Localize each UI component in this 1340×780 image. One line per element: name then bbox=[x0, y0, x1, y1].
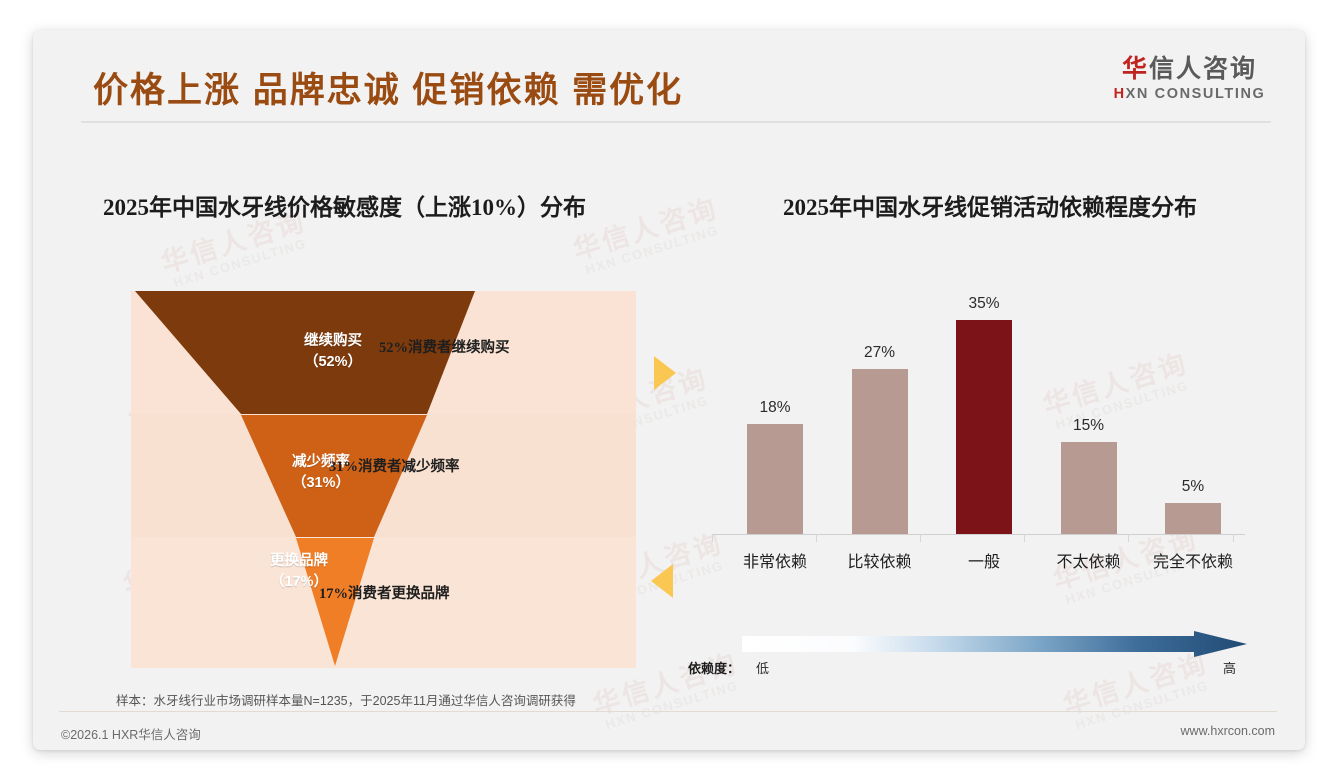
dependency-legend: 依赖度： 低 高 bbox=[688, 622, 1248, 680]
axis-tick bbox=[1128, 534, 1129, 542]
funnel-note: 52%消费者继续购买 bbox=[379, 340, 510, 356]
funnel-segment-1 bbox=[135, 291, 475, 414]
funnel-segment-label: 减少频率 （31%） bbox=[231, 452, 411, 494]
title-divider bbox=[81, 121, 1271, 123]
watermark-en: HXN CONSULTING bbox=[583, 222, 721, 278]
bar-column: 35% bbox=[932, 290, 1036, 534]
bar-chart: 18% 27% 35% 15% 5% bbox=[688, 290, 1248, 572]
funnel-band bbox=[131, 537, 636, 668]
axis-tick bbox=[816, 534, 817, 542]
bar-value-label: 5% bbox=[1181, 478, 1205, 495]
legend-caption: 依赖度： bbox=[688, 661, 741, 676]
left-chart-subtitle: 2025年中国水牙线价格敏感度（上涨10%）分布 bbox=[103, 195, 586, 220]
slide-footer: ©2026.1 HXR华信人咨询 www.hxrcon.com bbox=[33, 712, 1305, 750]
bar-column: 18% bbox=[723, 290, 827, 534]
bar-column: 15% bbox=[1037, 290, 1141, 534]
bar-category-label: 不太依赖 bbox=[1056, 554, 1121, 571]
logo-cn-rest: 信人咨询 bbox=[1149, 55, 1258, 83]
bar-category-label: 比较依赖 bbox=[847, 554, 912, 571]
slide-header: 价格上涨 品牌忠诚 促销依赖 需优化 华信人咨询 HXN CONSULTING bbox=[33, 30, 1305, 122]
bar-category-label: 完全不依赖 bbox=[1152, 554, 1233, 571]
source-note: 样本：水牙线行业市场调研样本量N=1235，于2025年11月通过华信人咨询调研… bbox=[116, 694, 576, 708]
logo-en-rest: XN CONSULTING bbox=[1125, 85, 1266, 102]
legend-low-label: 低 bbox=[756, 661, 770, 676]
funnel-note: 17%消费者更换品牌 bbox=[319, 586, 450, 602]
funnel-segment-label: 继续购买 （52%） bbox=[243, 331, 423, 373]
funnel-segment-label: 更换品牌 （17%） bbox=[219, 551, 379, 593]
funnel-stage-value: （52%） bbox=[303, 354, 363, 371]
funnel-stage-value: （17%） bbox=[269, 574, 329, 591]
bar-plot-area: 18% 27% 35% 15% 5% bbox=[723, 290, 1245, 534]
logo-cn-text: 华信人咨询 bbox=[1102, 55, 1277, 84]
slide-canvas: 华信人咨询 HXN CONSULTING 华信人咨询 HXN CONSULTIN… bbox=[33, 30, 1305, 750]
funnel-segment-3 bbox=[296, 538, 374, 666]
funnel-shape bbox=[135, 291, 475, 666]
axis-tick bbox=[920, 534, 921, 542]
watermark-cn: 华信人咨询 bbox=[569, 193, 722, 266]
bar-column: 27% bbox=[828, 290, 932, 534]
footer-website[interactable]: www.hxrcon.com bbox=[1180, 724, 1275, 738]
funnel-stage-name: 减少频率 bbox=[292, 454, 350, 470]
bar-rect bbox=[1060, 442, 1117, 534]
axis-tick bbox=[1233, 534, 1234, 542]
bar-axis-line bbox=[712, 534, 1245, 535]
bar-category-label: 非常依赖 bbox=[742, 554, 807, 571]
funnel-chart: 继续购买 （52%） 减少频率 （31%） 更换品牌 （17%） 52%消费者继… bbox=[131, 291, 636, 668]
bar-column: 5% bbox=[1141, 290, 1245, 534]
footer-copyright: ©2026.1 HXR华信人咨询 bbox=[61, 728, 201, 742]
legend-high-label: 高 bbox=[1222, 661, 1236, 676]
page-title: 价格上涨 品牌忠诚 促销依赖 需优化 bbox=[93, 71, 684, 110]
triangle-left-icon bbox=[651, 564, 673, 598]
axis-tick bbox=[712, 534, 713, 542]
triangle-right-icon bbox=[654, 356, 676, 390]
bar-value-label: 18% bbox=[759, 399, 791, 416]
legend-gradient-arrow-icon bbox=[742, 631, 1247, 657]
funnel-segment-2 bbox=[241, 415, 427, 537]
funnel-note: 31%消费者减少频率 bbox=[329, 459, 460, 475]
bar-rect bbox=[851, 369, 908, 534]
logo-cn-accent: 华 bbox=[1121, 55, 1149, 83]
funnel-stage-value: （31%） bbox=[291, 475, 351, 492]
funnel-stage-name: 更换品牌 bbox=[270, 553, 328, 569]
bar-value-label: 35% bbox=[968, 295, 1000, 312]
bar-rect bbox=[1165, 503, 1221, 534]
watermark-en: HXN CONSULTING bbox=[171, 235, 309, 291]
bar-rect-highlight bbox=[956, 320, 1012, 534]
watermark: 华信人咨询 HXN CONSULTING bbox=[569, 193, 726, 279]
axis-tick bbox=[1024, 534, 1025, 542]
bar-value-label: 15% bbox=[1072, 417, 1105, 434]
bar-category-labels: 非常依赖 比较依赖 一般 不太依赖 完全不依赖 bbox=[723, 548, 1245, 572]
footer-divider bbox=[59, 711, 1277, 712]
right-chart-subtitle: 2025年中国水牙线促销活动依赖程度分布 bbox=[783, 195, 1197, 220]
bar-category-label: 一般 bbox=[967, 554, 1000, 571]
logo-en-text: HXN CONSULTING bbox=[1102, 86, 1277, 102]
logo-en-accent: H bbox=[1113, 85, 1126, 102]
company-logo: 华信人咨询 HXN CONSULTING bbox=[1102, 55, 1277, 102]
funnel-stage-name: 继续购买 bbox=[304, 333, 362, 349]
bar-rect bbox=[747, 424, 803, 534]
bar-value-label: 27% bbox=[863, 344, 896, 361]
